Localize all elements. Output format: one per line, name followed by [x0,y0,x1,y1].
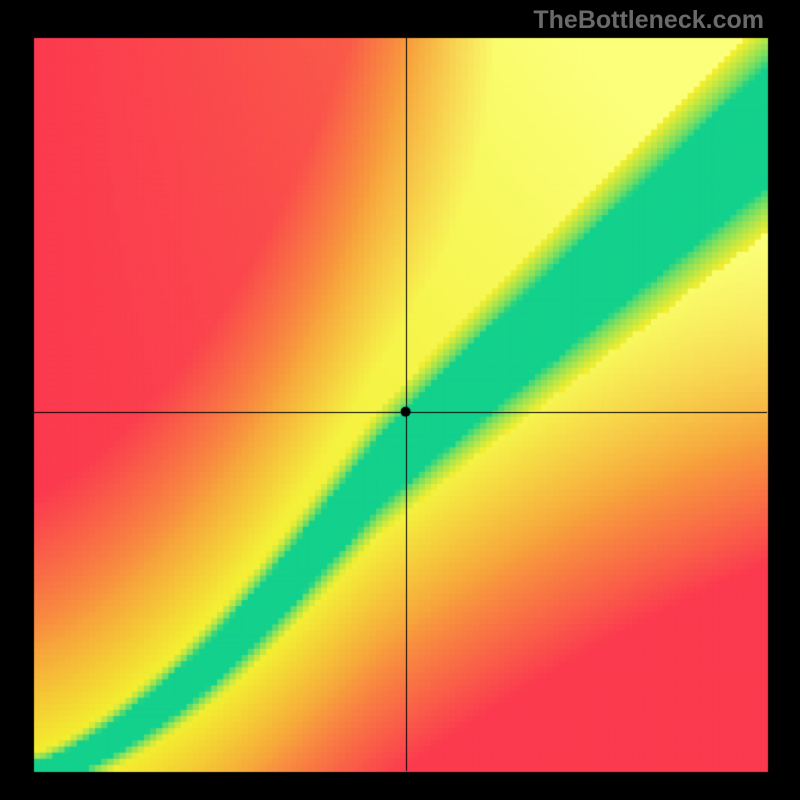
watermark-text: TheBottleneck.com [533,6,764,35]
chart-container: TheBottleneck.com [0,0,800,800]
bottleneck-heatmap [0,0,800,800]
